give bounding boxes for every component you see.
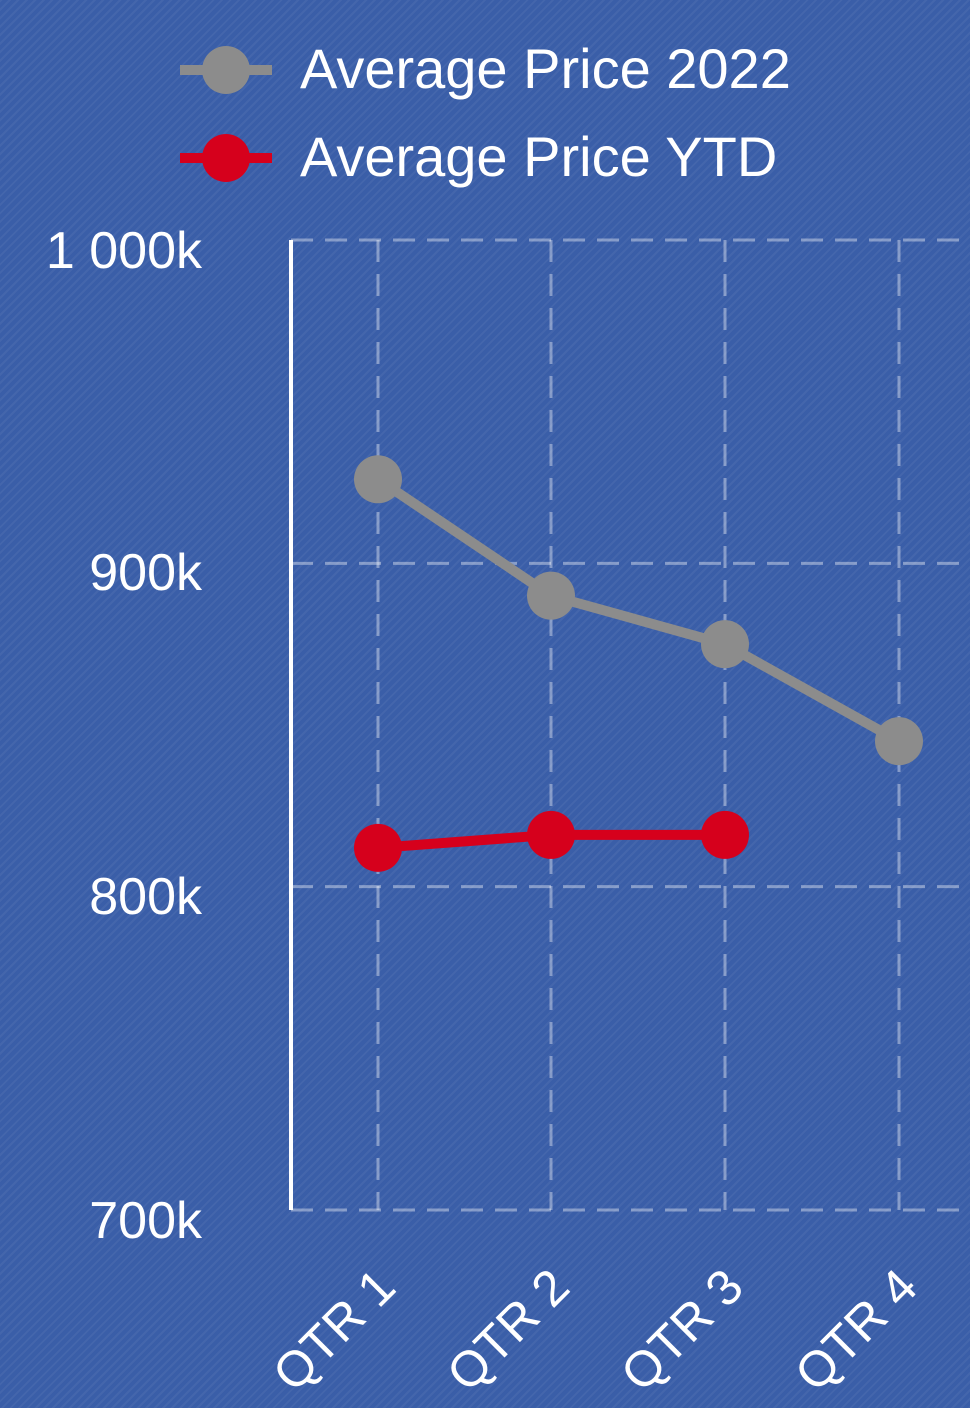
y-tick-label: 800k [89, 868, 203, 926]
x-tick-label: QTR 3 [610, 1258, 754, 1402]
legend: Average Price 2022 Average Price YTD [180, 37, 791, 188]
y-tick-label: 700k [89, 1192, 203, 1250]
data-point [354, 455, 402, 504]
data-point [701, 810, 749, 859]
y-axis-ticks: 1 000k 900k 800k 700k [46, 222, 203, 1250]
data-point [354, 823, 402, 872]
y-tick-label: 900k [89, 544, 203, 602]
x-tick-label: QTR 2 [436, 1258, 580, 1402]
data-point [527, 810, 575, 859]
x-axis-ticks: QTR 1 QTR 2 QTR 3 QTR 4 [262, 1258, 928, 1402]
series-2022 [354, 455, 923, 766]
x-tick-label: QTR 4 [784, 1258, 928, 1402]
data-point [527, 571, 575, 620]
legend-label-ytd: Average Price YTD [300, 125, 777, 188]
y-tick-label: 1 000k [46, 222, 203, 280]
legend-label-2022: Average Price 2022 [300, 37, 791, 100]
data-point [701, 620, 749, 669]
series-layer [354, 455, 923, 872]
legend-item-2022: Average Price 2022 [180, 37, 791, 100]
series-ytd [354, 810, 749, 872]
x-tick-label: QTR 1 [262, 1258, 406, 1402]
legend-marker-ytd [202, 134, 250, 182]
data-point [875, 717, 923, 766]
series-line [373, 474, 904, 747]
legend-marker-2022 [202, 46, 250, 94]
legend-item-ytd: Average Price YTD [180, 125, 777, 188]
